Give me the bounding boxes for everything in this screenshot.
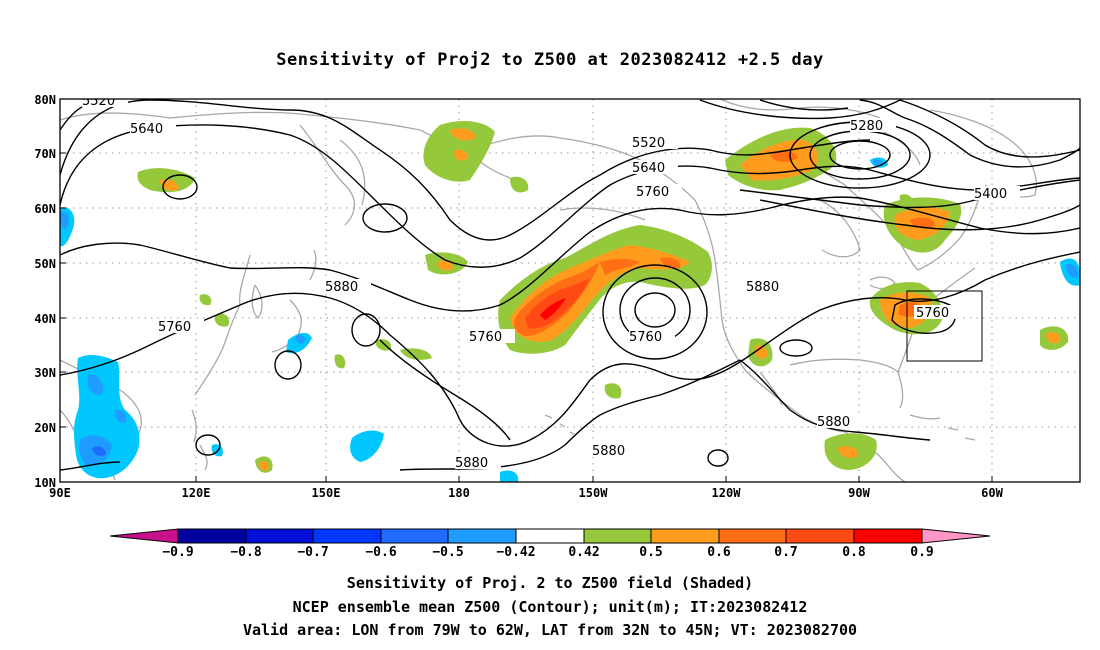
contour-label: 5760 bbox=[916, 306, 949, 321]
chart-title: Sensitivity of Proj2 to Z500 at 20230824… bbox=[276, 50, 824, 70]
caption-line-2: NCEP ensemble mean Z500 (Contour); unit(… bbox=[292, 598, 808, 616]
contour-label: 5760 bbox=[636, 185, 669, 200]
lat-tick-label: 30N bbox=[34, 366, 56, 380]
lat-axis-labels: 80N 70N 60N 50N 40N 30N 20N 10N bbox=[34, 93, 56, 490]
lon-tick-label: 90W bbox=[848, 486, 870, 500]
contour-label: 5880 bbox=[746, 280, 779, 295]
lon-tick-label: 90E bbox=[49, 486, 71, 500]
contour-label: 5880 bbox=[817, 415, 850, 430]
contour-label: 5760 bbox=[158, 320, 191, 335]
colorbar-label: 0.9 bbox=[910, 545, 934, 560]
contour-label: 5280 bbox=[850, 119, 883, 134]
z500-contours bbox=[60, 99, 1080, 471]
lon-axis-labels: 90E 120E 150E 180 150W 120W 90W 60W bbox=[49, 486, 1003, 500]
colorbar-label: 0.42 bbox=[568, 545, 600, 560]
contour-label: 5760 bbox=[469, 330, 502, 345]
colorbar-swatch bbox=[447, 528, 517, 544]
lon-tick-label: 120E bbox=[182, 486, 211, 500]
caption-line-3: Valid area: LON from 79W to 62W, LAT fro… bbox=[242, 621, 858, 639]
lon-tick-label: 60W bbox=[981, 486, 1003, 500]
lat-tick-label: 20N bbox=[34, 421, 56, 435]
lat-tick-label: 80N bbox=[34, 93, 56, 107]
contour-label: 5640 bbox=[632, 161, 665, 176]
contour-label: 5880 bbox=[455, 456, 488, 471]
colorbar-swatch bbox=[785, 528, 855, 544]
colorbar-swatch bbox=[583, 528, 652, 544]
colorbar-swatch bbox=[380, 528, 449, 544]
axis-ticks bbox=[60, 98, 993, 483]
colorbar-label: −0.6 bbox=[365, 545, 397, 560]
contour-label: 5520 bbox=[632, 136, 665, 151]
colorbar-swatch bbox=[650, 528, 720, 544]
lon-tick-label: 150W bbox=[579, 486, 609, 500]
colorbar-swatch bbox=[245, 528, 314, 544]
shade-negative-06 bbox=[92, 446, 106, 456]
shade-positive-08 bbox=[540, 298, 566, 320]
colorbar-swatch bbox=[177, 528, 247, 544]
contour-label: 5760 bbox=[629, 330, 662, 345]
colorbar-label: 0.8 bbox=[842, 545, 866, 560]
lat-tick-label: 70N bbox=[34, 147, 56, 161]
lon-tick-label: 150E bbox=[312, 486, 341, 500]
colorbar-label: 0.6 bbox=[707, 545, 731, 560]
colorbar-label: −0.42 bbox=[496, 545, 536, 560]
colorbar-label: −0.5 bbox=[432, 545, 464, 560]
caption-line-1: Sensitivity of Proj. 2 to Z500 field (Sh… bbox=[346, 574, 754, 592]
colorbar-label: −0.8 bbox=[230, 545, 262, 560]
contour-labels: 5520 5640 5520 5640 5760 5280 5400 5880 … bbox=[82, 94, 1020, 471]
lat-tick-label: 40N bbox=[34, 312, 56, 326]
lat-tick-label: 50N bbox=[34, 257, 56, 271]
contour-label: 5640 bbox=[130, 122, 163, 137]
contour-label: 5880 bbox=[592, 444, 625, 459]
lat-tick-label: 60N bbox=[34, 202, 56, 216]
colorbar-swatch bbox=[515, 528, 585, 544]
colorbar-swatch bbox=[853, 528, 923, 544]
colorbar-max-triangle bbox=[921, 528, 991, 544]
colorbar-swatch bbox=[718, 528, 787, 544]
contour-label: 5520 bbox=[82, 94, 115, 109]
colorbar-label: −0.7 bbox=[297, 545, 329, 560]
valid-area-box bbox=[906, 290, 983, 362]
colorbar-label: −0.9 bbox=[162, 545, 194, 560]
colorbar-label: 0.5 bbox=[639, 545, 663, 560]
contour-label: 5880 bbox=[325, 280, 358, 295]
map-frame bbox=[59, 98, 1081, 483]
lon-tick-label: 180 bbox=[448, 486, 470, 500]
colorbar-min-triangle bbox=[109, 528, 179, 544]
lat-tick-label: 10N bbox=[34, 476, 56, 490]
contour-label: 5400 bbox=[974, 187, 1007, 202]
lon-tick-label: 120W bbox=[712, 486, 742, 500]
colorbar-label: 0.7 bbox=[774, 545, 798, 560]
colorbar bbox=[109, 528, 991, 544]
colorbar-swatch bbox=[312, 528, 382, 544]
